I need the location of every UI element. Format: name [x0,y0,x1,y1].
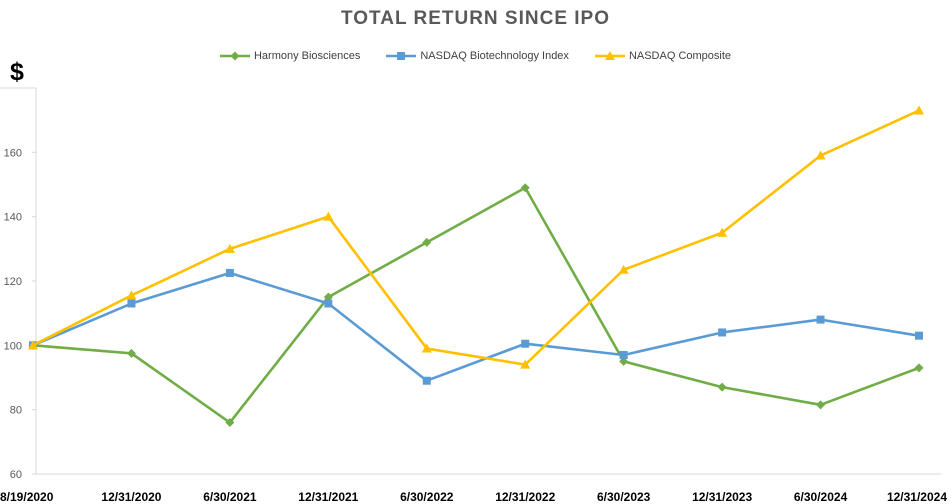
series-2-point [126,290,137,300]
x-tick-label: 6/30/2023 [597,490,651,504]
y-tick-label: 160 [4,147,22,159]
y-tick-label: 80 [10,405,22,417]
y-tick-label: 140 [4,212,22,224]
legend-swatch-marker [604,51,615,60]
series-0-point [520,183,530,193]
legend-swatch-marker [230,51,240,61]
series-2-point [520,359,531,369]
series-1-point [718,328,727,337]
series-2-point [618,264,629,274]
x-tick-label: 6/30/2024 [794,490,848,504]
series-0-point [323,292,333,302]
legend-label: NASDAQ Composite [628,50,732,62]
x-tick-label: 12/31/2024 [887,490,947,504]
series-1-point [816,315,825,324]
series-2-point [421,343,432,353]
chart-title: TOTAL RETURN SINCE IPO [340,8,611,29]
series-2-point [914,105,924,115]
series-line-0 [32,186,920,424]
series-2-point [815,150,826,160]
legend-swatch [594,51,625,60]
x-tick-label: 12/31/2021 [298,490,358,504]
x-tick-label: 6/30/2021 [203,490,257,504]
y-tick-label: 120 [4,276,22,288]
legend-label: Harmony Biosciences [253,50,361,62]
legend-item: NASDAQ Biotechnology Index [386,49,569,63]
legend-swatch [219,51,250,61]
series-2-point [224,243,235,253]
legend-item: NASDAQ Composite [594,49,732,63]
series-0-point [422,237,432,247]
y-axis-unit-label: $ [10,58,24,86]
series-2-point [323,211,334,221]
legend-label: NASDAQ Biotechnology Index [420,50,569,62]
series-line-1 [32,271,920,383]
series-0-point [619,356,629,366]
x-tick-label: 12/31/2023 [692,490,752,504]
x-tick-label: 8/19/2020 [0,490,54,504]
x-tick-label: 6/30/2022 [400,490,454,504]
series-2-point [28,340,38,350]
series-1-point [521,339,530,348]
legend-swatch-marker [397,52,406,60]
series-2-point [717,227,728,237]
series-1-point [422,376,431,385]
x-tick-label: 12/31/2022 [495,490,555,504]
series-0-point [126,348,136,358]
legend-item: Harmony Biosciences [219,49,361,63]
y-tick-label: 100 [4,340,22,352]
series-0-point [225,418,235,428]
series-0-point [816,400,826,410]
series-1-point [324,299,333,308]
series-0-point [914,363,924,373]
series-line-2 [32,109,920,366]
series-1-point [127,299,136,308]
x-tick-label: 12/31/2020 [101,490,161,504]
legend: Harmony Biosciences NASDAQ Biotechnology … [0,49,951,63]
series-1-point [225,268,234,277]
series-1-point [619,350,628,359]
legend-swatch [386,52,417,60]
series-1-point [915,331,923,340]
series-0-point [717,382,727,392]
y-tick-label: 60 [10,469,22,481]
